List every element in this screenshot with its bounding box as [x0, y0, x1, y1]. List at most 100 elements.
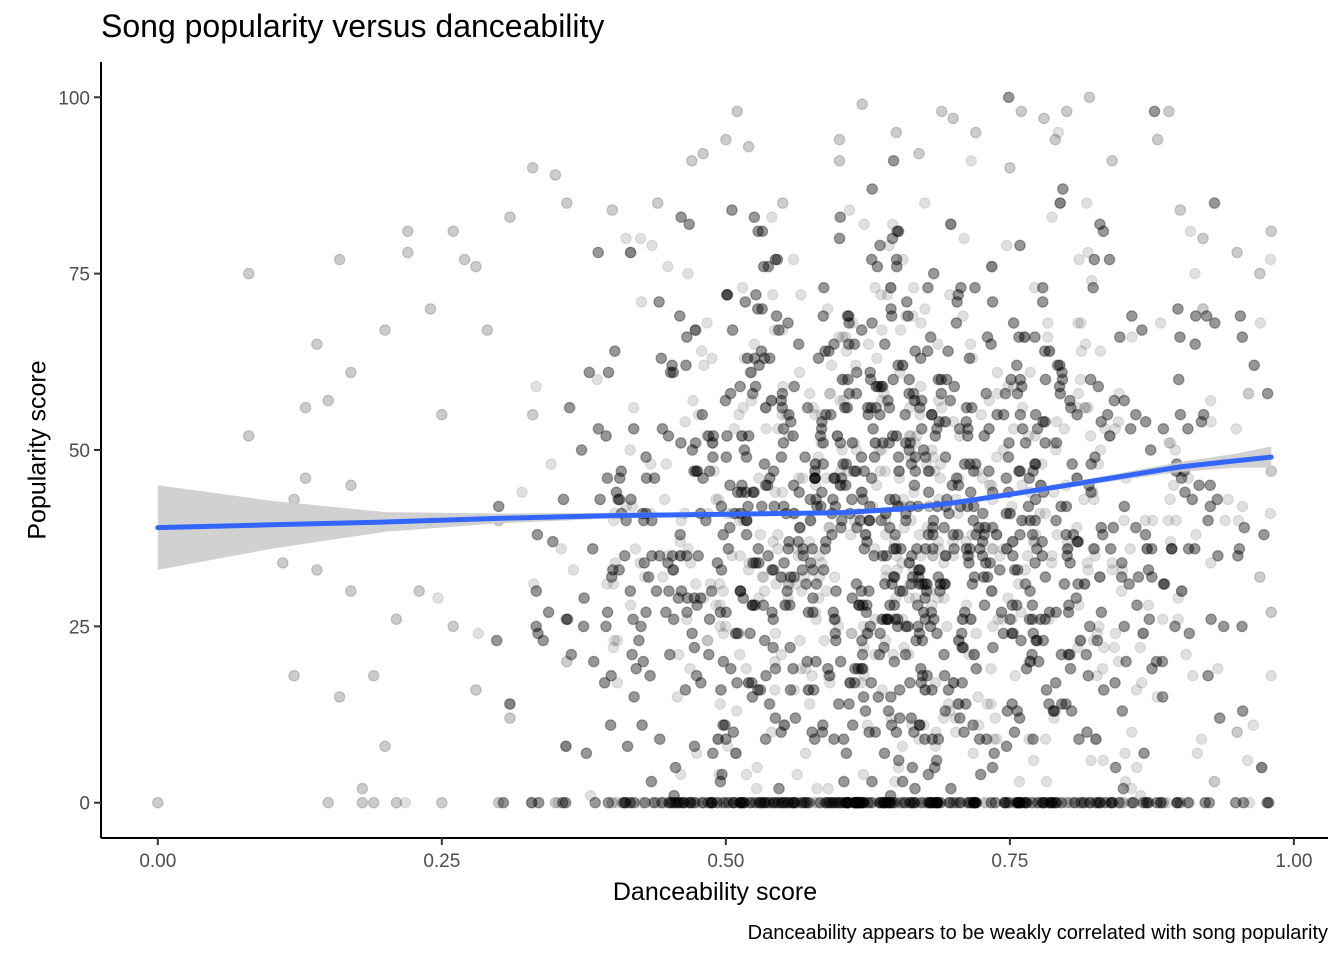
data-point [931, 627, 943, 640]
data-point [640, 451, 652, 463]
data-point [1014, 239, 1026, 252]
data-point [870, 380, 882, 393]
data-point [672, 648, 685, 661]
data-point [850, 444, 863, 456]
data-point [660, 458, 673, 470]
data-point [1130, 521, 1142, 534]
data-point [1157, 796, 1170, 809]
data-point [1066, 458, 1078, 470]
data-point [1202, 669, 1214, 682]
data-point [1026, 528, 1039, 541]
data-point [701, 634, 714, 647]
data-point [989, 712, 1001, 724]
data-point [887, 648, 899, 661]
data-point [889, 775, 901, 788]
data-point [942, 345, 954, 357]
data-point [742, 676, 755, 689]
data-point [895, 796, 908, 809]
data-point [1229, 796, 1242, 809]
data-point [1048, 712, 1060, 724]
data-point [1054, 387, 1067, 400]
data-point [976, 472, 989, 484]
data-point [815, 408, 828, 421]
data-point [728, 422, 740, 435]
data-point [766, 606, 778, 619]
data-point [784, 641, 796, 654]
data-point [638, 571, 651, 583]
data-point [922, 465, 935, 477]
data-point [778, 796, 791, 809]
data-point [752, 592, 765, 604]
data-point [963, 352, 976, 365]
data-point [620, 796, 632, 809]
data-point [675, 437, 687, 449]
data-point [922, 281, 934, 294]
data-point [1264, 253, 1277, 266]
data-point [986, 296, 999, 308]
data-point [834, 655, 847, 668]
data-point [734, 796, 746, 809]
data-point [987, 542, 999, 555]
data-point [772, 422, 784, 435]
data-point [1062, 796, 1075, 809]
data-point [886, 218, 899, 231]
data-point [589, 796, 601, 809]
data-point [874, 465, 886, 477]
data-point [717, 585, 730, 597]
data-point [1167, 479, 1180, 492]
data-point [1081, 557, 1094, 569]
data-point [857, 768, 870, 781]
data-point [823, 521, 836, 534]
data-point [897, 493, 910, 506]
data-point [557, 493, 570, 506]
data-point [779, 796, 792, 809]
data-point [967, 747, 979, 760]
data-point [1124, 422, 1137, 435]
data-point [1191, 747, 1204, 760]
data-point [1046, 549, 1058, 562]
data-point [812, 352, 825, 365]
data-point [671, 691, 684, 703]
data-point [872, 691, 885, 703]
data-point [765, 211, 778, 223]
data-point [1054, 197, 1066, 209]
data-point [703, 465, 716, 477]
data-point [1126, 331, 1138, 343]
data-point [828, 613, 841, 626]
data-point [736, 796, 748, 809]
data-point [696, 408, 709, 421]
data-point [1103, 253, 1116, 266]
data-point [793, 521, 806, 534]
data-point [624, 585, 637, 597]
data-point [1043, 613, 1055, 626]
data-point [888, 655, 901, 668]
data-point [565, 648, 578, 661]
data-point [768, 324, 781, 336]
data-point [1098, 641, 1110, 654]
data-point [1071, 521, 1083, 534]
data-point [1097, 754, 1110, 767]
data-point [939, 549, 952, 562]
data-point [1243, 796, 1256, 809]
data-point [883, 401, 896, 414]
data-point [919, 451, 932, 463]
data-point [966, 796, 979, 809]
data-point [1075, 796, 1087, 809]
data-point [751, 303, 764, 315]
data-point [971, 465, 984, 477]
data-point [1088, 493, 1100, 506]
data-point [884, 796, 897, 809]
data-point [666, 549, 679, 562]
data-point [1091, 669, 1103, 682]
data-point [627, 422, 640, 435]
data-point [650, 585, 663, 597]
data-point [893, 472, 906, 484]
data-point [809, 465, 821, 477]
data-point [1038, 345, 1051, 357]
data-point [1027, 465, 1039, 477]
data-point [706, 747, 719, 760]
data-point [964, 486, 977, 499]
data-point [555, 542, 567, 555]
data-point [969, 281, 981, 294]
data-point [851, 796, 864, 809]
